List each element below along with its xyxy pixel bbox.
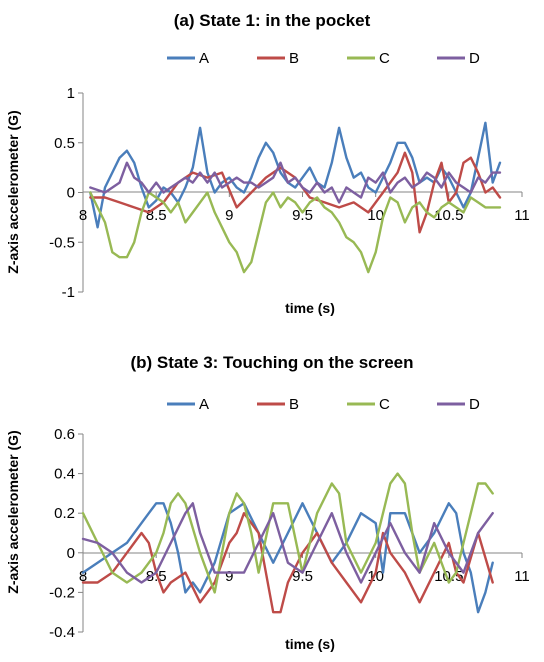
chart-state1: (a) State 1: in the pocket time (s) Z-ax… [5, 11, 530, 316]
x-tick-label: 8 [79, 568, 87, 585]
x-tick-label: 9 [225, 207, 233, 224]
x-axis-label: time (s) [285, 636, 335, 652]
legend-label: A [199, 396, 209, 413]
plot-area [81, 472, 494, 614]
x-tick-label: 11 [514, 568, 530, 585]
series-line-b [89, 151, 502, 234]
y-tick-label: -0.4 [49, 624, 75, 641]
x-tick-label: 10.5 [434, 207, 463, 224]
y-axis-label: Z-axis accelerometer (G) [5, 110, 21, 273]
x-tick-label: 9.5 [292, 207, 313, 224]
legend-label: B [289, 50, 299, 67]
series-line-b [81, 512, 494, 614]
y-tick-label: -0.2 [49, 584, 75, 601]
y-axis: 0.6 0.4 0.2 0 -0.2 -0.4 [49, 426, 84, 641]
legend-label: B [289, 396, 299, 413]
y-tick-label: 0 [67, 185, 75, 202]
x-tick-label: 8.5 [146, 207, 167, 224]
legend-label: D [469, 396, 480, 413]
series-line-d [89, 161, 502, 204]
y-tick-label: 0.2 [54, 505, 75, 522]
y-tick-label: -1 [62, 284, 75, 301]
x-axis-label: time (s) [285, 300, 335, 316]
x-axis: 8 8.5 9 9.5 10 10.5 11 [79, 191, 530, 224]
legend-label: D [469, 50, 480, 67]
series-line-d [81, 502, 494, 584]
chart-title: (b) State 3: Touching on the screen [130, 353, 413, 372]
x-tick-label: 9.5 [292, 568, 313, 585]
x-tick-label: 10 [367, 207, 384, 224]
legend: A B C D [167, 50, 480, 67]
y-tick-label: 0.6 [54, 426, 75, 443]
legend-label: C [379, 50, 390, 67]
series-line-a [81, 502, 494, 614]
x-tick-label: 11 [514, 207, 530, 224]
series-line-a [89, 121, 502, 229]
x-tick-label: 9 [225, 568, 233, 585]
legend-label: A [199, 50, 209, 67]
y-tick-label: 0.5 [54, 135, 75, 152]
legend: A B C D [167, 396, 480, 413]
chart-title: (a) State 1: in the pocket [174, 11, 371, 30]
y-tick-label: 0 [67, 545, 75, 562]
plot-area [89, 121, 502, 274]
x-tick-label: 8.5 [146, 568, 167, 585]
y-axis-label: Z-axis accelerometer (G) [5, 430, 21, 593]
series-line-c [89, 191, 502, 274]
y-tick-label: -0.5 [49, 234, 75, 251]
y-tick-label: 1 [67, 85, 75, 102]
legend-label: C [379, 396, 390, 413]
x-tick-label: 8 [79, 207, 87, 224]
chart-state3: (b) State 3: Touching on the screen time… [5, 353, 530, 652]
y-axis: 1 0.5 0 -0.5 -1 [49, 85, 84, 301]
y-tick-label: 0.4 [54, 466, 75, 483]
